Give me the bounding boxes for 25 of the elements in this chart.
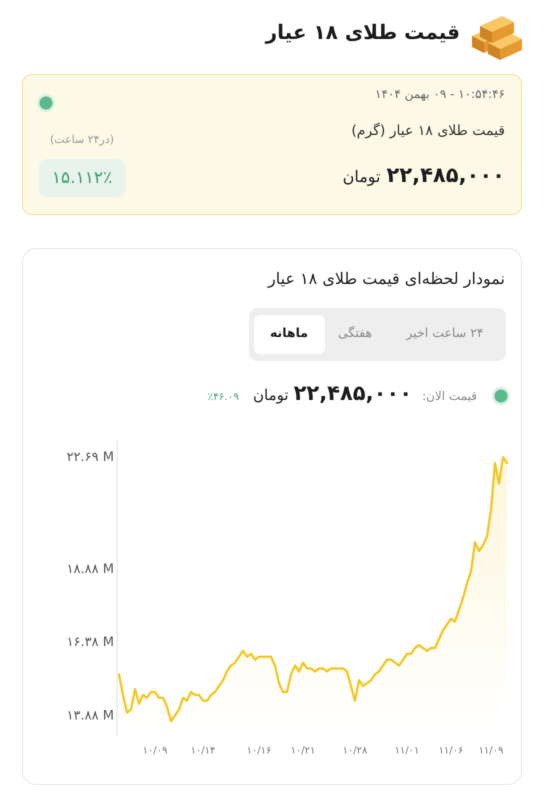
x-tick-label: ۱۰/۱۴ (190, 746, 216, 756)
text: ۲۲,۴۸۵,۰۰۰ تومان (253, 381, 412, 406)
y-tick-label: ۲۲.۶۹ M (66, 450, 114, 465)
x-tick-label: ۱۰/۲۱ (290, 746, 316, 756)
text: ۱۰:۵۴:۴۶ - ۰۹ بهمن ۱۴۰۴ (375, 87, 505, 102)
text: هفتگی (338, 325, 372, 340)
text: ۱۵.۱۱۲٪ (52, 168, 112, 188)
text: (در۲۴ ساعت) (50, 133, 114, 146)
text: ماهانه (270, 325, 308, 340)
y-tick-label: ۱۶.۳۸ M (66, 635, 114, 650)
text: قیمت الان: (422, 389, 477, 404)
x-tick-label: ۱۱/۰۹ (478, 746, 504, 756)
text: ۲۲,۴۸۵,۰۰۰ تومان (342, 163, 505, 188)
x-tick-label: ۱۰/۲۸ (342, 746, 368, 756)
text: قیمت طلای ۱۸ عیار (گرم) (351, 123, 505, 140)
y-tick-label: ۱۸.۸۸ M (66, 562, 114, 577)
chart-title: نمودار لحظه‌ای قیمت طلای ۱۸ عیار (268, 269, 505, 288)
text: ۲۴ ساعت اخیر (406, 325, 484, 340)
x-tick-label: ۱۰/۱۶ (246, 746, 272, 756)
x-tick-label: ۱۱/۰۱ (394, 746, 420, 756)
y-tick-label: ۱۳.۸۸ M (66, 708, 114, 724)
x-tick-label: ۱۰/۰۹ (142, 746, 168, 756)
text: ٪۴۶.۰۹ (207, 391, 240, 404)
text: قیمت طلای ۱۸ عیار (266, 20, 460, 44)
x-tick-label: ۱۱/۰۶ (438, 746, 464, 756)
